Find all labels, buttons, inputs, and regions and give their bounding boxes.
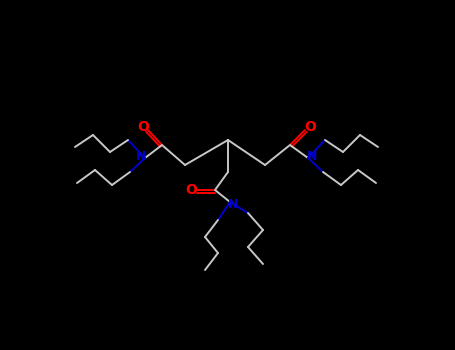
Text: N: N [228,197,238,210]
Text: O: O [137,120,149,134]
Text: O: O [304,120,316,134]
Text: O: O [185,183,197,197]
Text: N: N [136,149,146,162]
Text: N: N [307,149,317,162]
